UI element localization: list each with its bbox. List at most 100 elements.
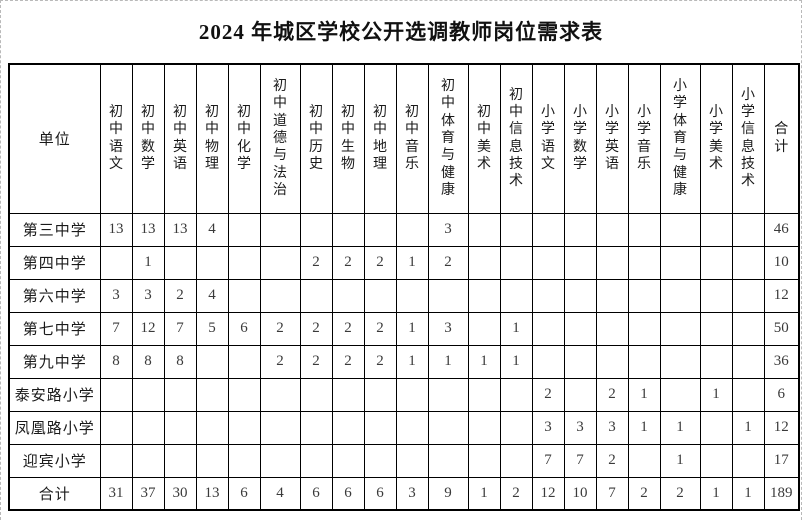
value-cell [163,377,197,412]
value-cell [363,377,397,412]
value-cell: 3 [99,278,133,313]
value-cell: 7 [99,311,133,346]
unit-name-cell: 第三中学 [8,212,101,247]
total-column-header-label: 合计 [774,122,789,155]
row-total-cell: 12 [763,278,800,313]
value-cell [331,377,365,412]
value-cell [699,443,733,478]
value-cell: 2 [595,377,629,412]
value-cell [363,410,397,445]
value-cell: 2 [659,476,701,511]
table-row: 第九中学 8 8 8 2 2 2 2 1 1 1 1 36 [8,344,800,379]
subject-column-header: 初中英语 [163,63,197,214]
value-cell [731,443,765,478]
value-cell [499,212,533,247]
value-cell [131,410,165,445]
value-cell [195,410,229,445]
value-cell [331,443,365,478]
value-cell: 2 [163,278,197,313]
value-cell: 9 [427,476,469,511]
subject-column-header: 初中生物 [331,63,365,214]
table-row: 泰安路小学 2 2 1 1 6 [8,377,800,412]
value-cell [99,443,133,478]
value-cell [299,443,333,478]
value-cell: 2 [259,344,301,379]
value-cell [259,410,301,445]
subject-column-header-label: 小学语文 [540,105,555,173]
subject-column-header: 初中地理 [363,63,397,214]
value-cell [627,443,661,478]
page-title: 2024 年城区学校公开选调教师岗位需求表 [198,20,604,44]
value-cell: 1 [395,245,429,280]
value-cell [467,443,501,478]
table-row: 第六中学 3 3 2 4 12 [8,278,800,313]
value-cell: 8 [163,344,197,379]
value-cell: 3 [531,410,565,445]
subject-column-header: 初中音乐 [395,63,429,214]
value-cell [163,410,197,445]
value-cell [627,278,661,313]
value-cell: 12 [131,311,165,346]
value-cell [427,278,469,313]
value-cell: 12 [531,476,565,511]
value-cell [131,443,165,478]
unit-name-cell: 第六中学 [8,278,101,313]
value-cell [99,410,133,445]
value-cell: 4 [259,476,301,511]
value-cell [427,410,469,445]
value-cell [259,245,301,280]
value-cell [531,278,565,313]
value-cell [395,410,429,445]
value-cell: 3 [427,212,469,247]
subject-column-header-label: 初中地理 [372,105,387,173]
value-cell: 2 [331,245,365,280]
value-cell [563,212,597,247]
unit-name-cell: 第四中学 [8,245,101,280]
value-cell [627,311,661,346]
subject-column-header-label: 初中物理 [204,105,219,173]
value-cell [395,377,429,412]
value-cell [659,245,701,280]
value-cell [467,245,501,280]
value-cell [659,311,701,346]
value-cell [363,212,397,247]
value-cell [531,311,565,346]
value-cell: 7 [531,443,565,478]
value-cell [699,344,733,379]
value-cell: 13 [163,212,197,247]
value-cell [363,278,397,313]
value-cell [259,443,301,478]
value-cell [227,344,261,379]
value-cell: 2 [531,377,565,412]
subject-column-header: 小学语文 [531,63,565,214]
value-cell [659,344,701,379]
value-cell [659,377,701,412]
value-cell: 7 [563,443,597,478]
teacher-demand-table: 单位 初中语文 初中数学 初中英语 初中物理 初中化学 初中道德与法治 初中历史 初中生物 初中地… [8,63,800,511]
value-cell [299,212,333,247]
subject-column-header: 初中历史 [299,63,333,214]
subject-column-header: 小学体育与健康 [659,63,701,214]
value-cell: 6 [227,311,261,346]
value-cell [467,377,501,412]
value-cell: 1 [427,344,469,379]
table-row: 凤凰路小学 3 3 3 1 1 1 12 [8,410,800,445]
subject-column-header: 初中数学 [131,63,165,214]
value-cell [699,311,733,346]
value-cell [499,410,533,445]
value-cell: 2 [363,311,397,346]
value-cell [195,443,229,478]
value-cell [395,278,429,313]
value-cell: 2 [427,245,469,280]
value-cell: 7 [595,476,629,511]
value-cell: 1 [395,344,429,379]
value-cell: 3 [131,278,165,313]
value-cell: 1 [659,410,701,445]
subject-column-header-label: 小学数学 [572,105,587,173]
value-cell [427,443,469,478]
value-cell [595,344,629,379]
value-cell [299,377,333,412]
subject-column-header-label: 初中美术 [476,105,491,173]
total-row-label: 合计 [8,476,101,511]
value-cell [499,377,533,412]
